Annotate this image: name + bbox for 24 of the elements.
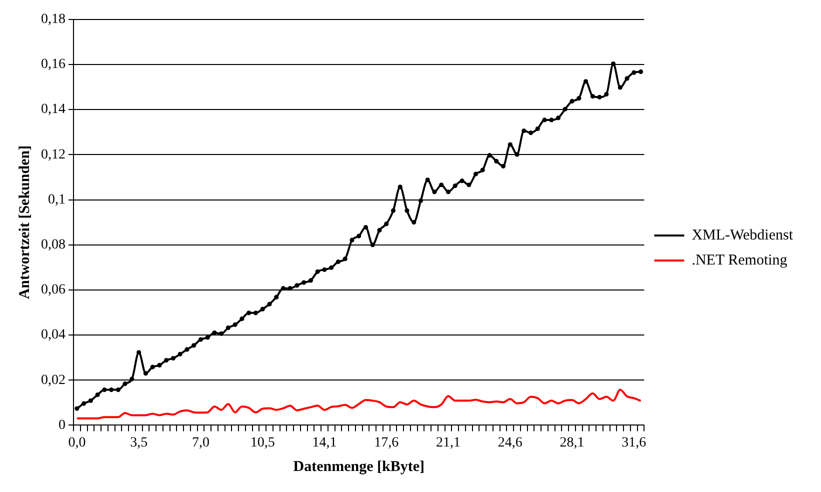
y-tick-label: 0,02 xyxy=(41,372,66,388)
x-tick-label: 31,6 xyxy=(622,435,646,450)
x-tick-label: 21,1 xyxy=(436,435,461,450)
x-tick-label: 14,1 xyxy=(312,435,337,450)
legend-label: .NET Remoting xyxy=(692,252,788,268)
legend-label: XML-Webdienst xyxy=(692,227,794,244)
y-tick-label: 0,18 xyxy=(41,12,66,28)
y-axis-title: Antwortzeit [Sekunden] xyxy=(16,145,33,300)
y-tick-label: 0,16 xyxy=(41,57,66,72)
y-tick-label: 0,12 xyxy=(41,147,66,162)
y-tick-label: 0,06 xyxy=(41,282,66,298)
y-tick-label: 0,04 xyxy=(41,328,66,343)
y-tick-label: 0,14 xyxy=(41,102,66,118)
x-axis-title: Datenmenge [kByte] xyxy=(293,458,424,475)
x-tick-label: 17,6 xyxy=(374,435,399,450)
x-tick-label: 7,0 xyxy=(192,435,210,450)
x-tick-label: 0,0 xyxy=(68,435,86,450)
y-tick-label: 0 xyxy=(58,418,66,433)
y-tick-label: 0,1 xyxy=(48,192,66,208)
x-tick-label: 24,6 xyxy=(498,435,522,450)
x-tick-label: 3,5 xyxy=(130,435,148,450)
y-tick-label: 0,08 xyxy=(41,238,66,253)
x-tick-label: 10,5 xyxy=(250,435,275,450)
x-tick-label: 28,1 xyxy=(560,435,584,450)
